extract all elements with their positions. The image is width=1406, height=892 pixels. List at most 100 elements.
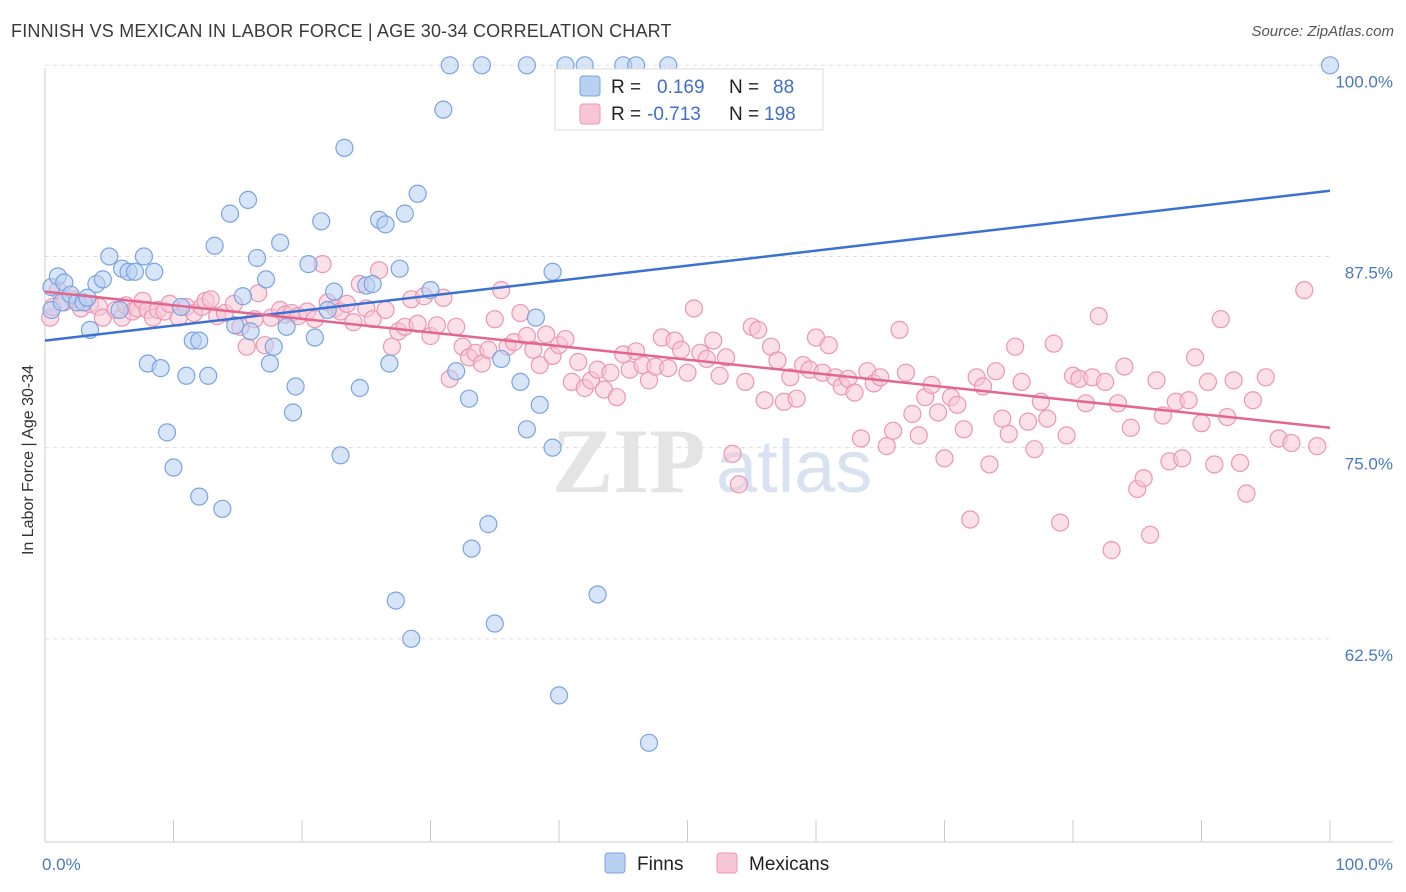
finns-point-36 [264,337,283,356]
mexicans-point-130 [883,421,903,440]
mexicans-point-184 [1230,453,1250,473]
finns-point-61 [440,56,459,75]
grid-lines [45,64,1330,640]
finns-point-40 [286,377,305,396]
finns-point-74 [543,438,562,457]
mexicans-point-156 [1051,513,1070,532]
series-legend: Finns Mexicans [604,852,829,875]
mexicans-point-180 [1205,455,1224,474]
finns-point-47 [335,138,354,157]
mexicans-point-86 [601,363,620,382]
legend-label-finns: Finns [637,854,683,875]
mexicans-point-146 [986,362,1006,381]
mexicans-point-103 [710,366,729,385]
y-tick-label-0: 100.0% [1335,72,1393,91]
chart-title: FINNISH VS MEXICAN IN LABOR FORCE | AGE … [11,21,672,41]
mexicans-point-87 [607,388,626,407]
finns-point-42 [305,328,324,347]
mexicans-point-132 [896,363,916,382]
finns-point-54 [386,591,405,610]
mexicans-point-142 [961,510,980,529]
mexicans-point-76 [537,325,556,344]
mexicans-point-147 [993,409,1012,428]
mexicans-point-49 [363,310,382,329]
finns-point-76 [549,686,569,705]
finns-point-31 [233,287,252,306]
watermark-zip: ZIP [552,410,705,512]
mexicans-point-105 [723,444,742,463]
mexicans-point-148 [999,424,1018,443]
mexicans-point-177 [1185,348,1205,367]
mexicans-point-165 [1108,394,1128,413]
finns-point-29 [220,204,240,223]
finns-point-12 [110,300,129,320]
mexicans-point-133 [903,404,922,424]
finns-point-16 [134,247,154,266]
mexicans-point-131 [890,320,909,339]
stats-legend-swatch-finns [579,75,601,97]
y-tick-label-1: 87.5% [1345,263,1393,282]
mexicans-point-185 [1237,484,1256,503]
finns-point-15 [125,262,145,281]
stats-legend: R = 0.169 N = 88 R = -0.713 N = 198 [554,68,824,131]
mexicans-point-150 [1012,372,1031,391]
mexicans-point-189 [1282,433,1301,453]
finns-point-72 [526,308,545,327]
finns-point-87 [241,322,260,341]
finns-point-44 [318,300,337,320]
finns-point-68 [492,349,511,369]
finns-point-53 [380,354,399,373]
mexicans-point-59 [427,316,447,335]
finns-point-45 [325,282,344,301]
finns-point-27 [205,236,224,255]
mexicans-r-label: R = [611,104,641,125]
mexicans-point-154 [1038,409,1057,428]
mexicans-point-163 [1096,372,1115,391]
finns-point-11 [100,247,119,266]
finns-point-25 [190,487,209,506]
mexicans-point-81 [569,352,588,372]
finns-point-39 [283,403,303,422]
mexicans-point-128 [871,368,890,387]
mexicans-point-129 [877,437,896,456]
finns-point-65 [472,56,491,75]
mexicans-point-72 [511,303,530,323]
mexicans-point-178 [1192,414,1211,433]
mexicans-point-176 [1179,391,1198,410]
finns-point-67 [485,614,504,633]
mexicans-point-169 [1134,469,1153,488]
finns-point-43 [312,212,331,231]
mexicans-point-67 [479,340,498,359]
finns-point-48 [350,378,369,398]
mexicans-point-141 [954,420,973,439]
finns-point-22 [177,366,196,385]
finns-n-label: N = [729,77,759,98]
mexicans-point-191 [1308,437,1327,456]
y-tick-labels: 100.0% 87.5% 75.0% 62.5% [1335,72,1393,665]
mexicans-point-74 [524,340,543,359]
mexicans-point-162 [1089,307,1108,326]
finns-point-32 [238,190,258,209]
finns-point-38 [277,317,296,336]
finns-point-82 [639,733,659,752]
finns-point-18 [145,262,164,281]
mexicans-point-109 [749,320,768,339]
mexicans-point-186 [1243,391,1263,410]
finns-point-46 [331,446,350,465]
finns-point-56 [395,204,414,223]
mexicans-point-68 [485,310,504,329]
trend-lines [44,189,1331,430]
finns-point-58 [408,184,427,203]
mexicans-point-145 [980,455,999,474]
finns-point-26 [199,366,218,385]
finns-point-63 [459,389,479,408]
mexicans-point-124 [845,383,864,402]
finns-point-34 [256,270,276,289]
mexicans-point-46 [344,313,363,332]
y-tick-label-2: 75.0% [1345,455,1393,474]
mexicans-point-166 [1115,357,1134,376]
mexicans-point-115 [787,389,806,408]
mexicans-point-170 [1140,525,1160,544]
mexicans-point-155 [1044,334,1063,353]
finns-point-19 [151,359,170,378]
